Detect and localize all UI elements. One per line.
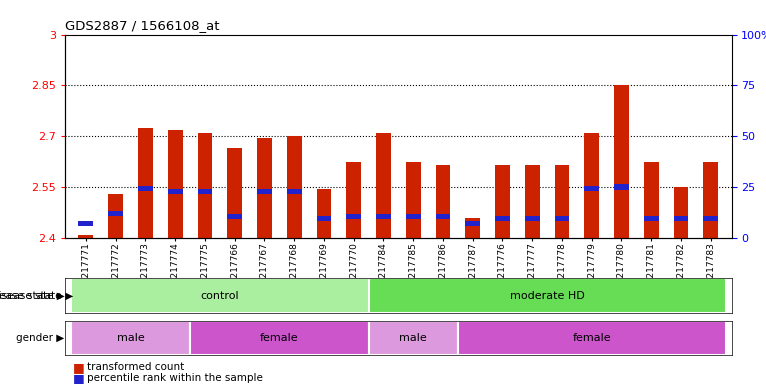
Text: disease state ▶: disease state ▶ (0, 291, 64, 301)
Bar (286, 189, 302, 194)
Bar (346, 162, 361, 238)
Bar (436, 165, 450, 238)
Text: female: female (572, 333, 611, 343)
Bar (614, 184, 629, 190)
Bar (614, 86, 629, 238)
Bar (465, 221, 480, 226)
Bar (673, 187, 689, 238)
Bar (71, 321, 190, 355)
Bar (228, 148, 242, 238)
Text: gender ▶: gender ▶ (16, 333, 64, 343)
Bar (555, 216, 569, 221)
Text: control: control (201, 291, 239, 301)
Bar (406, 162, 421, 238)
Bar (71, 278, 368, 313)
Bar (316, 216, 332, 221)
Text: male: male (399, 333, 427, 343)
Bar (406, 214, 421, 219)
Bar (78, 221, 93, 226)
Bar (168, 189, 182, 194)
Bar (257, 138, 272, 238)
Bar (495, 216, 510, 221)
Bar (643, 162, 659, 238)
Text: ■: ■ (73, 372, 89, 384)
Bar (525, 216, 539, 221)
Bar (643, 216, 659, 221)
Bar (703, 216, 719, 221)
Text: female: female (260, 333, 299, 343)
Bar (436, 214, 450, 219)
Bar (495, 165, 510, 238)
Text: disease state: disease state (0, 291, 61, 301)
Text: moderate HD: moderate HD (509, 291, 584, 301)
Bar (257, 189, 272, 194)
Bar (525, 165, 539, 238)
Bar (584, 133, 599, 238)
Bar (376, 133, 391, 238)
Bar (168, 129, 182, 238)
Text: ▶: ▶ (62, 291, 74, 301)
Bar (198, 133, 212, 238)
Bar (138, 186, 153, 191)
Bar (673, 216, 689, 221)
Bar (138, 128, 153, 238)
Bar (108, 194, 123, 238)
Text: GDS2887 / 1566108_at: GDS2887 / 1566108_at (65, 19, 220, 32)
Bar (346, 214, 361, 219)
Bar (190, 321, 368, 355)
Bar (228, 214, 242, 219)
Bar (376, 214, 391, 219)
Bar (368, 278, 725, 313)
Text: transformed count: transformed count (87, 362, 184, 372)
Bar (555, 165, 569, 238)
Text: male: male (116, 333, 145, 343)
Bar (198, 189, 212, 194)
Bar (108, 211, 123, 216)
Bar (465, 218, 480, 238)
Bar (316, 189, 332, 238)
Text: ■: ■ (73, 361, 89, 374)
Text: percentile rank within the sample: percentile rank within the sample (87, 373, 263, 383)
Bar (286, 136, 302, 238)
Bar (78, 235, 93, 238)
Bar (584, 186, 599, 191)
Bar (458, 321, 725, 355)
Bar (703, 162, 719, 238)
Bar (368, 321, 458, 355)
